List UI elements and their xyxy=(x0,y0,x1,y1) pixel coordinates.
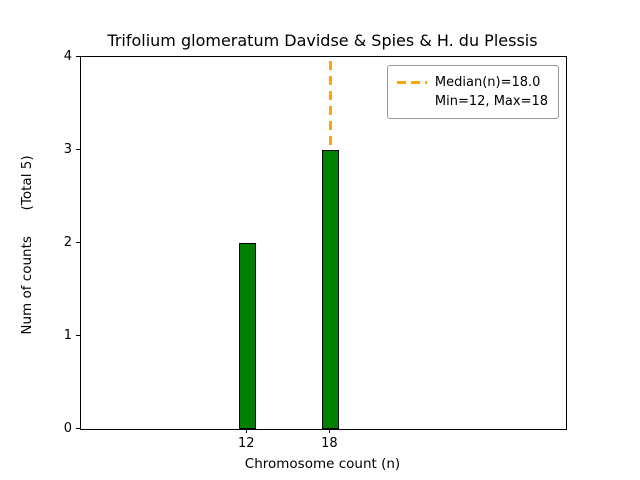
legend-row-median: Median(n)=18.0 xyxy=(396,73,548,92)
x-axis-label: Chromosome count (n) xyxy=(244,456,401,472)
plot-area: Median(n)=18.0 Min=12, Max=18 xyxy=(80,56,567,430)
y-tick-label-1: 1 xyxy=(63,328,72,343)
x-tick-label-12: 12 xyxy=(238,436,255,451)
x-tick-mark-12 xyxy=(245,429,247,433)
y-tick-label-4: 4 xyxy=(63,49,72,64)
y-tick-mark-0 xyxy=(76,428,80,430)
y-tick-mark-3 xyxy=(76,149,80,151)
bar-12 xyxy=(238,243,256,429)
y-tick-label-0: 0 xyxy=(63,421,72,436)
legend-minmax-label: Min=12, Max=18 xyxy=(434,94,548,109)
x-tick-label-18: 18 xyxy=(321,436,338,451)
x-tick-mark-18 xyxy=(328,429,331,433)
y-axis-label: Num of counts (Total 5) xyxy=(19,155,35,335)
y-tick-mark-1 xyxy=(76,335,80,337)
chart-title: Trifolium glomeratum Davidse & Spies & H… xyxy=(107,31,538,50)
y-tick-label-2: 2 xyxy=(63,235,72,250)
y-tick-mark-4 xyxy=(76,56,80,58)
legend-median-label: Median(n)=18.0 xyxy=(434,75,541,90)
y-tick-mark-2 xyxy=(76,242,80,244)
median-line-sample-icon xyxy=(396,81,427,84)
legend-row-minmax: Min=12, Max=18 xyxy=(397,92,548,111)
bar-18 xyxy=(322,150,339,429)
y-tick-label-3: 3 xyxy=(63,142,72,157)
legend: Median(n)=18.0 Min=12, Max=18 xyxy=(386,65,559,119)
